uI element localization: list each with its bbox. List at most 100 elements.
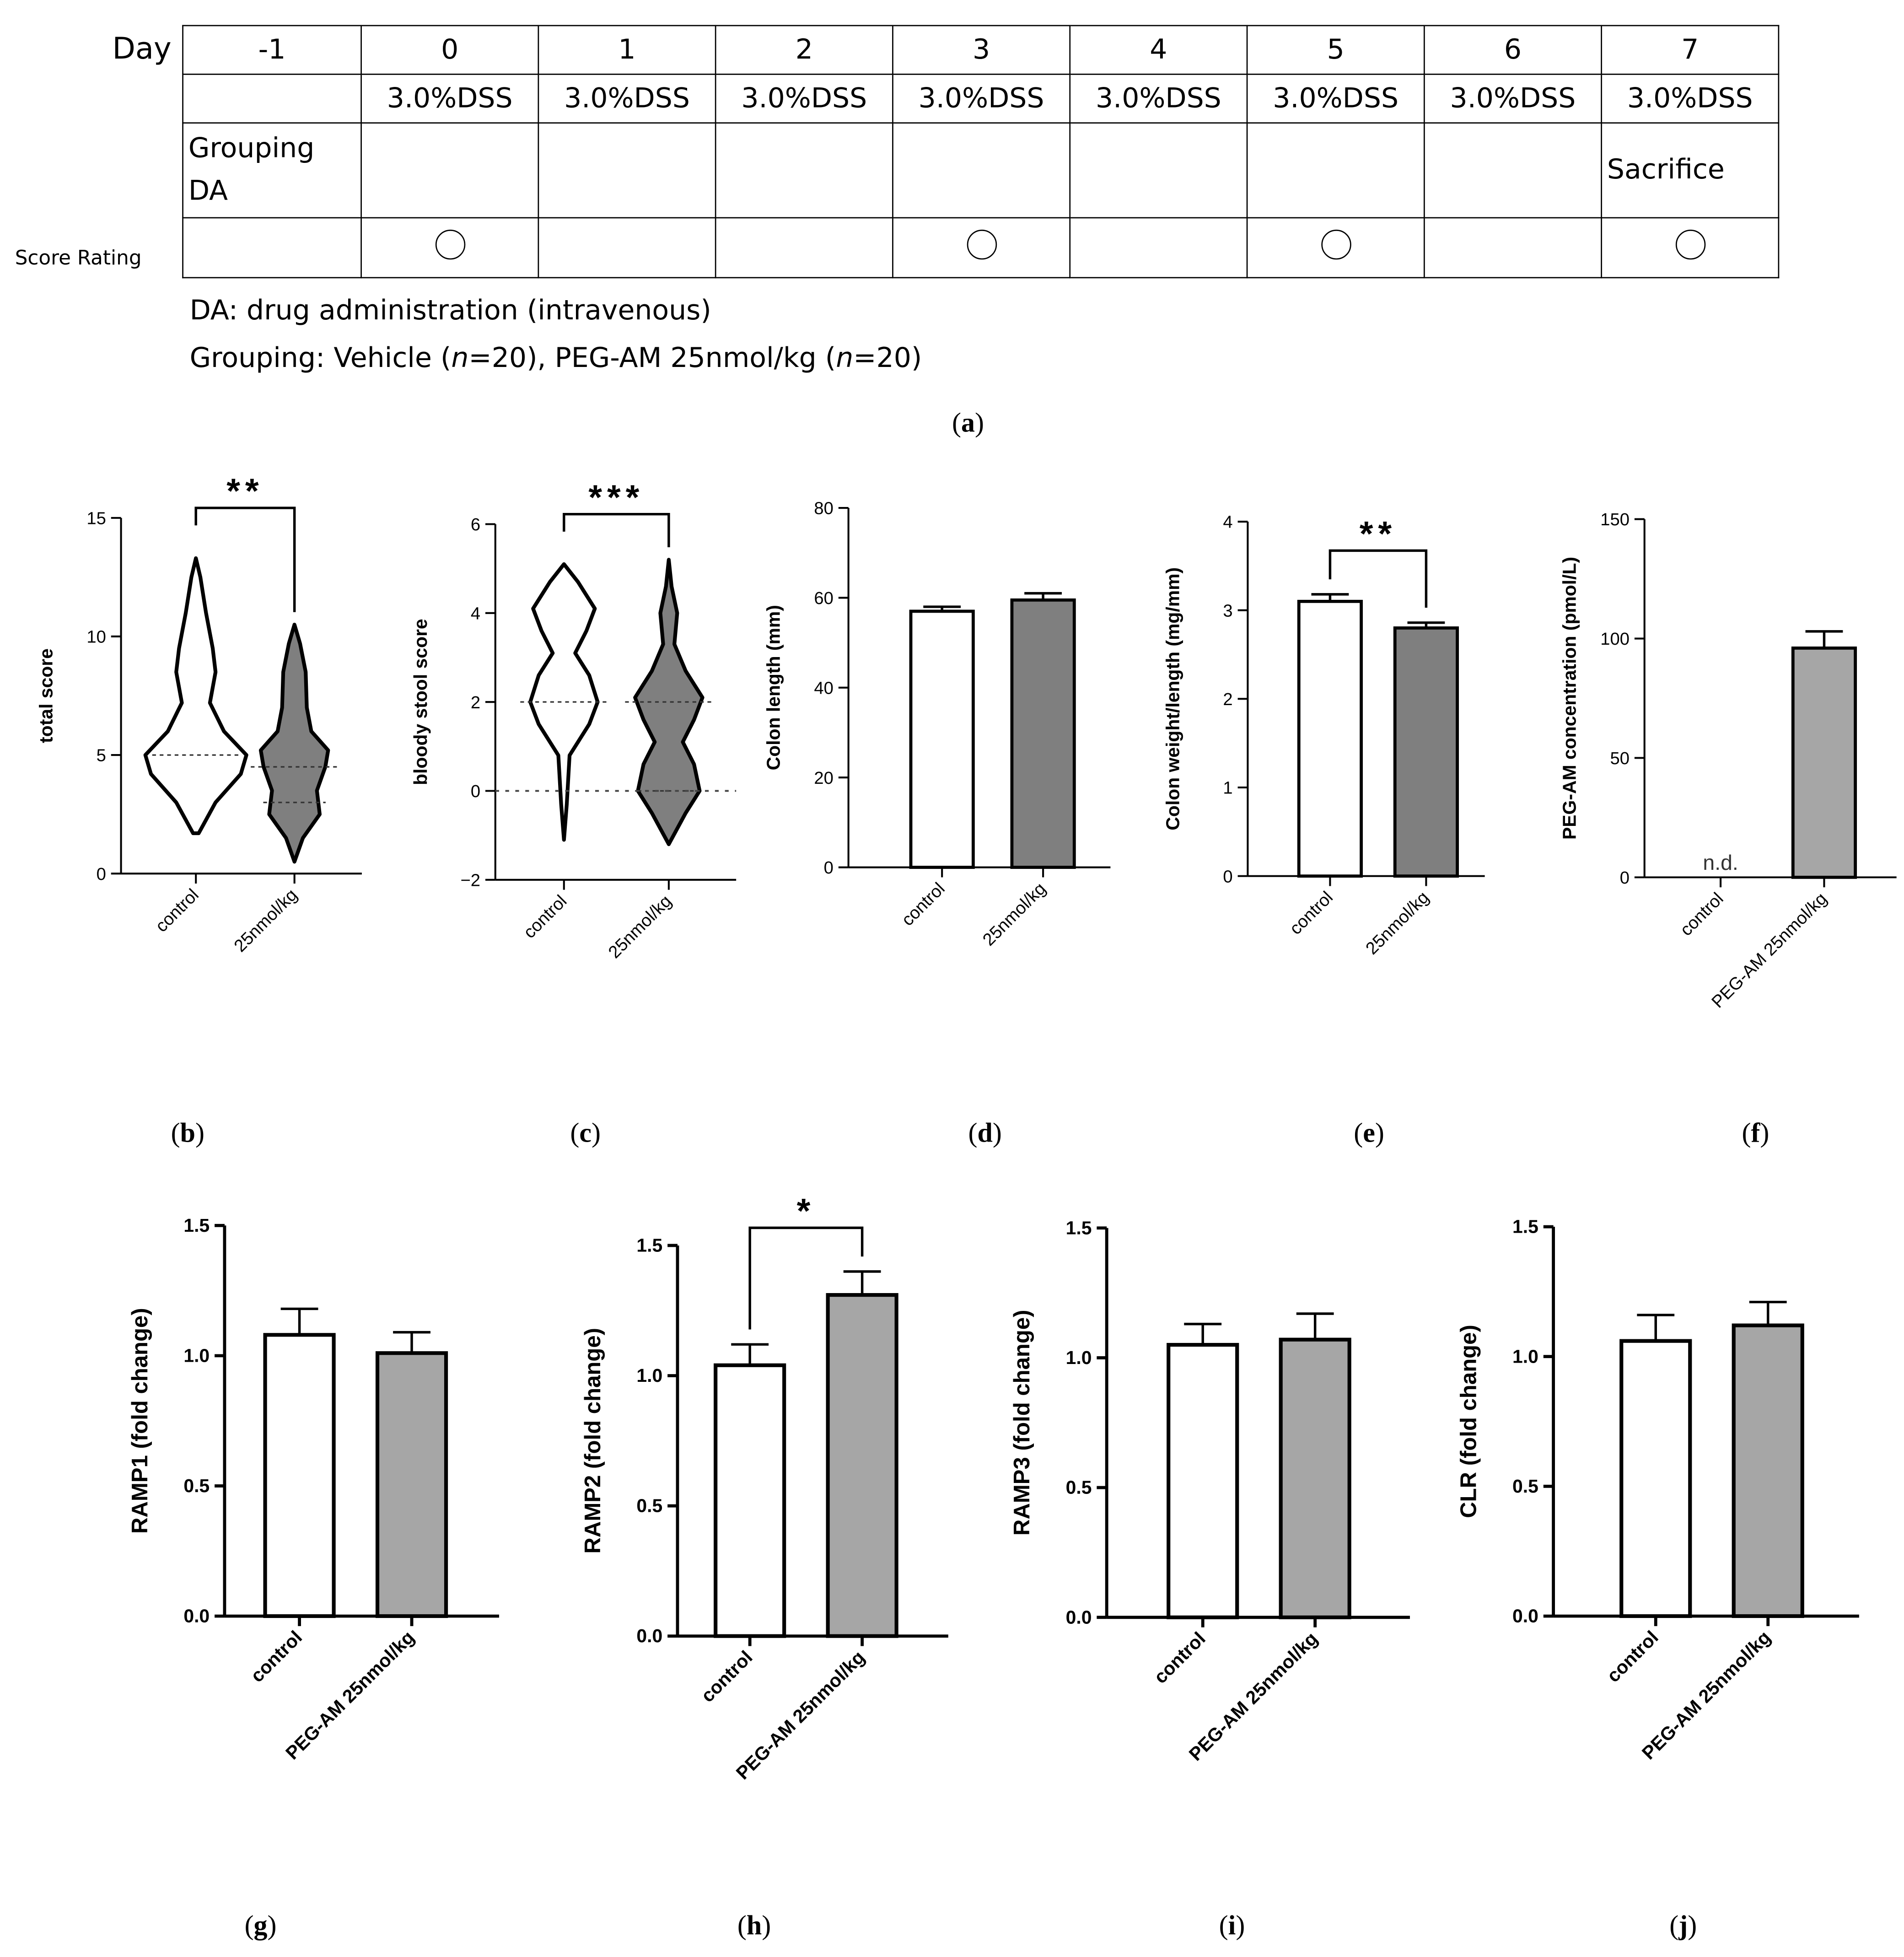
panel-label-f: (f) bbox=[1742, 1117, 1770, 1148]
violin-treatment bbox=[258, 622, 330, 864]
significance-label: *** bbox=[588, 478, 644, 517]
sacrifice-cell: Sacrifice bbox=[1601, 122, 1780, 219]
day-cell: 2 bbox=[715, 25, 893, 75]
bar-control bbox=[263, 1333, 336, 1618]
violin-control bbox=[528, 562, 600, 842]
x-category-label: control bbox=[1286, 888, 1337, 938]
chart-bloody-stool-score: −2 0 2 4 6 control 25nmol/kg bloody stool score… bbox=[410, 478, 737, 962]
y-tick-label: 0.0 bbox=[636, 1625, 662, 1646]
treatment-row: Grouping DA Sacrifice bbox=[182, 122, 1780, 219]
dss-cell bbox=[182, 73, 362, 124]
score-cell bbox=[1601, 217, 1780, 279]
y-tick-label: 1.0 bbox=[1066, 1347, 1092, 1368]
y-axis-label: RAMP1 (fold change) bbox=[128, 1308, 152, 1534]
note-grouping-n2: n bbox=[836, 343, 854, 375]
dss-cell: 3.0%DSS bbox=[1423, 73, 1602, 124]
y-axis-label: Colon length (mm) bbox=[763, 605, 784, 770]
day-cell: 7 bbox=[1601, 25, 1780, 75]
score-circle-icon bbox=[1320, 229, 1351, 259]
significance-bracket bbox=[563, 512, 670, 547]
y-axis-label: PEG-AM concentration (pmol/L) bbox=[1559, 557, 1580, 840]
y-tick-label: 15 bbox=[86, 509, 106, 528]
y-tick-label: 1.0 bbox=[1512, 1346, 1538, 1367]
y-tick-label: 40 bbox=[814, 678, 833, 698]
y-tick-label: −2 bbox=[461, 870, 481, 890]
y-tick-label: 2 bbox=[471, 693, 480, 712]
y-axis-label: RAMP3 (fold change) bbox=[1010, 1310, 1034, 1536]
bar-control bbox=[1167, 1342, 1239, 1619]
y-axis-label: Colon weight/length (mg/mm) bbox=[1162, 567, 1183, 830]
dss-cell: 3.0%DSS bbox=[1601, 73, 1780, 124]
bar-treatment bbox=[375, 1351, 448, 1618]
day-cell: -1 bbox=[182, 25, 362, 75]
y-tick-label: 0 bbox=[824, 858, 834, 878]
y-tick-label: 0 bbox=[471, 782, 480, 801]
x-category-label: 25nmol/kg bbox=[604, 891, 675, 962]
y-tick-label: 0.5 bbox=[636, 1495, 662, 1516]
bar-treatment bbox=[1010, 598, 1076, 869]
score-cell bbox=[182, 217, 362, 279]
panel-label-g: (g) bbox=[244, 1909, 277, 1941]
note-grouping: Grouping: Vehicle (n=20), PEG-AM 25nmol/… bbox=[190, 343, 922, 374]
day-cell: 0 bbox=[360, 25, 539, 75]
significance-label: ** bbox=[226, 472, 264, 511]
y-tick-label: 1 bbox=[1223, 778, 1232, 798]
bar-control bbox=[714, 1363, 786, 1638]
y-tick-label: 0 bbox=[1223, 867, 1232, 886]
dss-cell: 3.0%DSS bbox=[538, 73, 716, 124]
panel-label-j: (j) bbox=[1669, 1909, 1697, 1941]
dss-cell: 3.0%DSS bbox=[1246, 73, 1425, 124]
y-tick-label: 0.5 bbox=[1066, 1477, 1092, 1498]
score-cell bbox=[360, 217, 539, 279]
y-tick-label: 1.0 bbox=[183, 1345, 210, 1366]
y-tick-label: 4 bbox=[1223, 512, 1232, 532]
y-tick-label: 0.0 bbox=[183, 1606, 210, 1627]
y-tick-label: 1.5 bbox=[1512, 1216, 1538, 1237]
chart-colon-weight-length: 0 1 2 3 4 control 25nmol/kg Colon weight/length… bbox=[1162, 512, 1485, 959]
chart-colon-length: 0 20 40 60 80 control 25nmol/kg Colon length (m… bbox=[763, 499, 1111, 950]
score-cell bbox=[1423, 217, 1602, 279]
y-tick-label: 80 bbox=[814, 499, 833, 518]
y-tick-label: 1.5 bbox=[183, 1215, 210, 1236]
bar-treatment bbox=[1279, 1337, 1351, 1619]
panel-label-i: (i) bbox=[1219, 1909, 1245, 1941]
panel-label-h: (h) bbox=[737, 1909, 771, 1941]
note-grouping-mid: =20), PEG-AM 25nmol/kg ( bbox=[468, 343, 836, 375]
y-tick-label: 1.5 bbox=[636, 1235, 662, 1256]
bar-treatment bbox=[1791, 646, 1857, 879]
schedule-table: -1 0 1 2 3 4 5 6 7 3.0%DSS 3.0%DSS 3.0%D… bbox=[182, 25, 1780, 279]
dss-cell: 3.0%DSS bbox=[892, 73, 1071, 124]
not-detected-label: n.d. bbox=[1703, 851, 1738, 874]
y-tick-label: 0.5 bbox=[1512, 1476, 1538, 1497]
score-rating-label: Score Rating bbox=[15, 246, 142, 270]
y-tick-label: 1.5 bbox=[1066, 1217, 1092, 1238]
bar-control bbox=[1297, 599, 1363, 878]
significance-bracket bbox=[194, 507, 296, 612]
score-cell bbox=[892, 217, 1071, 279]
panel-label-c: (c) bbox=[570, 1117, 601, 1148]
score-cell bbox=[715, 217, 893, 279]
y-tick-label: 2 bbox=[1223, 690, 1232, 709]
x-category-label: control bbox=[247, 1627, 307, 1687]
score-cell bbox=[1246, 217, 1425, 279]
x-category-label: control bbox=[697, 1647, 757, 1707]
note-drug-administration: DA: drug administration (intravenous) bbox=[189, 296, 711, 327]
day-label: Day bbox=[112, 31, 172, 66]
y-tick-label: 0 bbox=[97, 864, 106, 884]
bar-treatment bbox=[1732, 1323, 1804, 1618]
violin-treatment bbox=[633, 558, 705, 846]
days-row: -1 0 1 2 3 4 5 6 7 bbox=[182, 25, 1780, 75]
y-axis-label: RAMP2 (fold change) bbox=[581, 1328, 605, 1554]
score-circle-icon bbox=[1675, 229, 1705, 259]
significance-bracket bbox=[748, 1226, 864, 1330]
significance-bracket bbox=[1328, 549, 1428, 608]
y-tick-label: 0.0 bbox=[1512, 1606, 1538, 1627]
violin-control bbox=[143, 556, 248, 836]
da-text: DA bbox=[188, 175, 228, 207]
y-tick-label: 5 bbox=[97, 746, 106, 766]
x-category-label: 25nmol/kg bbox=[1362, 888, 1433, 959]
chart-total-score: 0 5 10 15 control 25nmol/kg total score ** bbox=[36, 472, 362, 956]
